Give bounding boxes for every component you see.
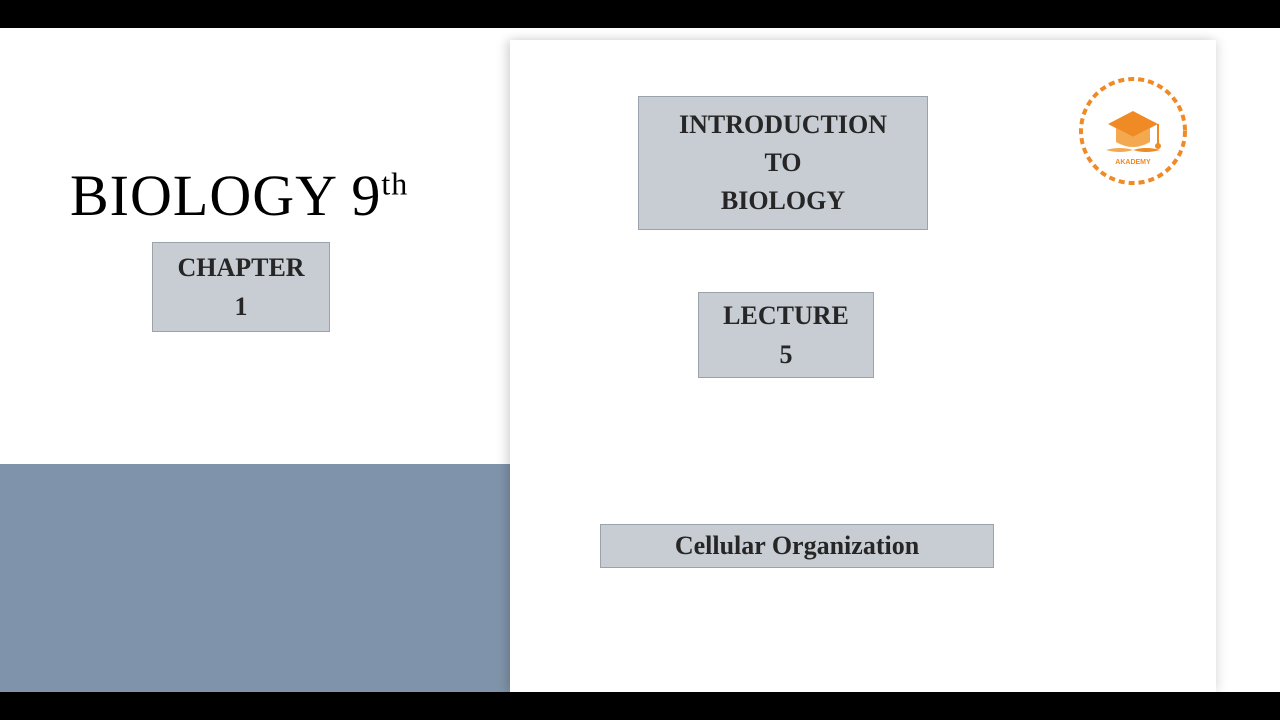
lecture-label: LECTURE xyxy=(723,296,849,335)
accent-block xyxy=(0,464,510,692)
intro-box: INTRODUCTION TO BIOLOGY xyxy=(638,96,928,230)
topic-text: Cellular Organization xyxy=(675,531,919,561)
chapter-number: 1 xyxy=(235,287,248,326)
title-suffix: th xyxy=(381,166,408,202)
slide-container: BIOLOGY 9th CHAPTER 1 INTRODUCTION TO BI… xyxy=(0,28,1280,692)
course-title: BIOLOGY 9th xyxy=(70,162,408,229)
content-panel: INTRODUCTION TO BIOLOGY LECTURE 5 Cellul… xyxy=(510,40,1216,692)
intro-line2: TO xyxy=(764,144,801,182)
lecture-box: LECTURE 5 xyxy=(698,292,874,378)
intro-line1: INTRODUCTION xyxy=(679,106,887,144)
intro-line3: BIOLOGY xyxy=(721,182,845,220)
logo-icon: AKADEMY xyxy=(1078,76,1188,186)
lecture-number: 5 xyxy=(780,335,793,374)
title-main: BIOLOGY 9 xyxy=(70,163,381,228)
chapter-box: CHAPTER 1 xyxy=(152,242,330,332)
logo-text: AKADEMY xyxy=(1115,159,1151,166)
topic-box: Cellular Organization xyxy=(600,524,994,568)
academy-logo: AKADEMY xyxy=(1078,76,1188,186)
chapter-label: CHAPTER xyxy=(177,248,304,287)
